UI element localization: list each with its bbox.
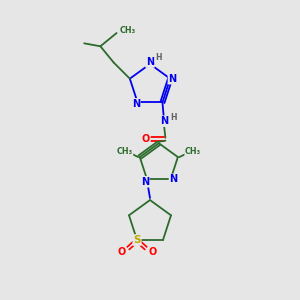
Text: N: N [160,116,168,126]
Text: H: H [155,53,161,62]
Text: O: O [142,134,150,144]
Text: N: N [141,177,149,187]
Text: O: O [148,248,157,257]
Text: N: N [146,57,154,67]
Text: N: N [132,99,140,109]
Text: H: H [170,112,177,122]
Text: N: N [169,174,178,184]
Text: O: O [118,248,126,257]
Text: N: N [169,74,177,84]
Text: CH₃: CH₃ [185,147,201,156]
Text: CH₃: CH₃ [116,147,133,156]
Text: S: S [133,235,141,245]
Text: CH₃: CH₃ [120,26,136,35]
